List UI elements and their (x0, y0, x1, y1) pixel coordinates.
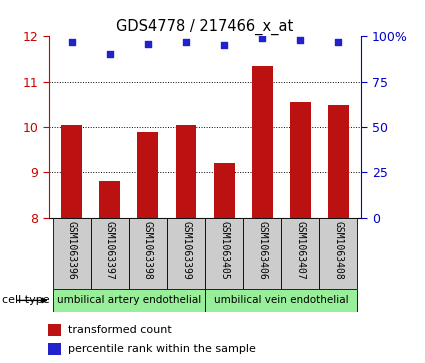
Bar (243, 218, 281, 289)
Bar (319, 218, 357, 289)
Bar (176, 125, 196, 218)
Title: GDS4778 / 217466_x_at: GDS4778 / 217466_x_at (116, 19, 294, 35)
Text: GSM1063405: GSM1063405 (219, 221, 229, 280)
Bar (205, 289, 357, 312)
Bar (129, 218, 167, 289)
Text: GSM1063399: GSM1063399 (181, 221, 191, 280)
Point (68, 39, 75, 45)
Bar (53, 218, 91, 289)
Text: GSM1063396: GSM1063396 (67, 221, 77, 280)
Text: GSM1063407: GSM1063407 (295, 221, 305, 280)
Point (106, 52, 113, 57)
Point (297, 37, 304, 43)
Text: GSM1063398: GSM1063398 (143, 221, 153, 280)
Bar (281, 218, 319, 289)
Bar (91, 218, 129, 289)
Point (335, 39, 342, 45)
Text: cell type: cell type (2, 295, 50, 305)
Text: umbilical artery endothelial: umbilical artery endothelial (57, 295, 201, 305)
Point (183, 39, 190, 45)
Bar (290, 102, 311, 218)
Bar (137, 131, 159, 218)
Text: GSM1063397: GSM1063397 (105, 221, 115, 280)
Text: umbilical vein endothelial: umbilical vein endothelial (214, 295, 348, 305)
Bar (214, 163, 235, 218)
Bar (99, 180, 120, 218)
Text: GSM1063406: GSM1063406 (257, 221, 267, 280)
Bar (252, 66, 273, 218)
Point (144, 41, 151, 46)
Bar (167, 218, 205, 289)
Bar (61, 125, 82, 218)
Bar (328, 105, 349, 218)
Point (259, 35, 266, 41)
Point (221, 42, 227, 48)
Text: transformed count: transformed count (68, 325, 172, 335)
Text: percentile rank within the sample: percentile rank within the sample (68, 344, 256, 354)
Text: GSM1063408: GSM1063408 (333, 221, 343, 280)
Bar (48, 343, 61, 355)
Bar (205, 218, 243, 289)
Bar (48, 324, 61, 336)
Bar (53, 289, 205, 312)
